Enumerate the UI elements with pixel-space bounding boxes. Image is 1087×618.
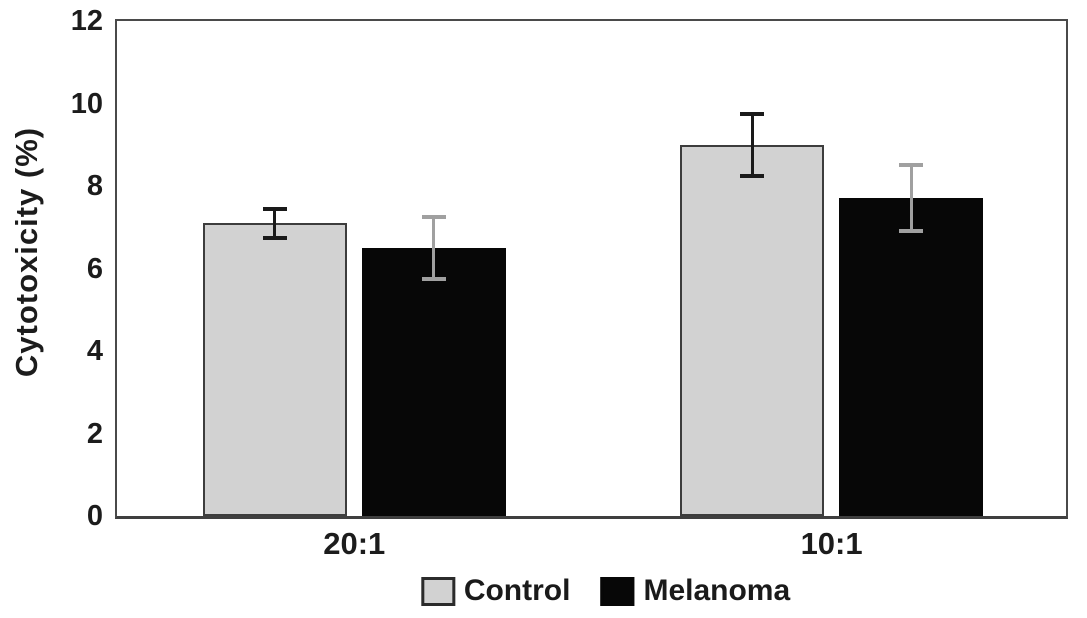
errorbar-melanoma-20-1 <box>421 214 446 219</box>
plot-area <box>115 19 1068 519</box>
legend-swatch-melanoma <box>600 576 635 606</box>
legend: Control Melanoma <box>420 574 790 607</box>
errorbar-melanoma-20-1 <box>432 216 436 279</box>
bar-melanoma-20-1 <box>361 247 506 516</box>
bar-control-20-1 <box>202 223 347 516</box>
errorbar-control-20-1 <box>262 235 287 240</box>
errorbar-melanoma-10-1 <box>899 163 924 168</box>
legend-item-control: Control <box>420 574 571 607</box>
bar-melanoma-10-1 <box>839 198 984 516</box>
y-tick-label-12: 12 <box>70 5 103 37</box>
errorbar-control-10-1 <box>740 173 765 178</box>
y-tick-label-4: 4 <box>86 335 103 367</box>
errorbar-control-20-1 <box>262 206 287 211</box>
errorbar-control-10-1 <box>740 111 765 116</box>
errorbar-control-10-1 <box>750 113 754 176</box>
bar-control-10-1 <box>680 144 825 516</box>
y-tick-label-10: 10 <box>70 87 103 120</box>
legend-label-melanoma: Melanoma <box>643 574 791 607</box>
errorbar-melanoma-10-1 <box>909 165 913 232</box>
errorbar-melanoma-20-1 <box>421 276 446 281</box>
legend-swatch-control <box>420 576 455 606</box>
y-tick-label-6: 6 <box>86 252 103 285</box>
y-tick-label-8: 8 <box>86 170 103 202</box>
x-tick-label-10-1: 10:1 <box>800 526 863 561</box>
legend-item-melanoma: Melanoma <box>600 576 790 606</box>
errorbar-control-20-1 <box>273 208 277 238</box>
y-tick-label-0: 0 <box>86 500 103 532</box>
errorbar-melanoma-10-1 <box>899 229 924 234</box>
x-tick-label-20-1: 20:1 <box>323 526 386 561</box>
y-tick-label-2: 2 <box>86 417 103 450</box>
legend-label-control: Control <box>463 574 571 607</box>
